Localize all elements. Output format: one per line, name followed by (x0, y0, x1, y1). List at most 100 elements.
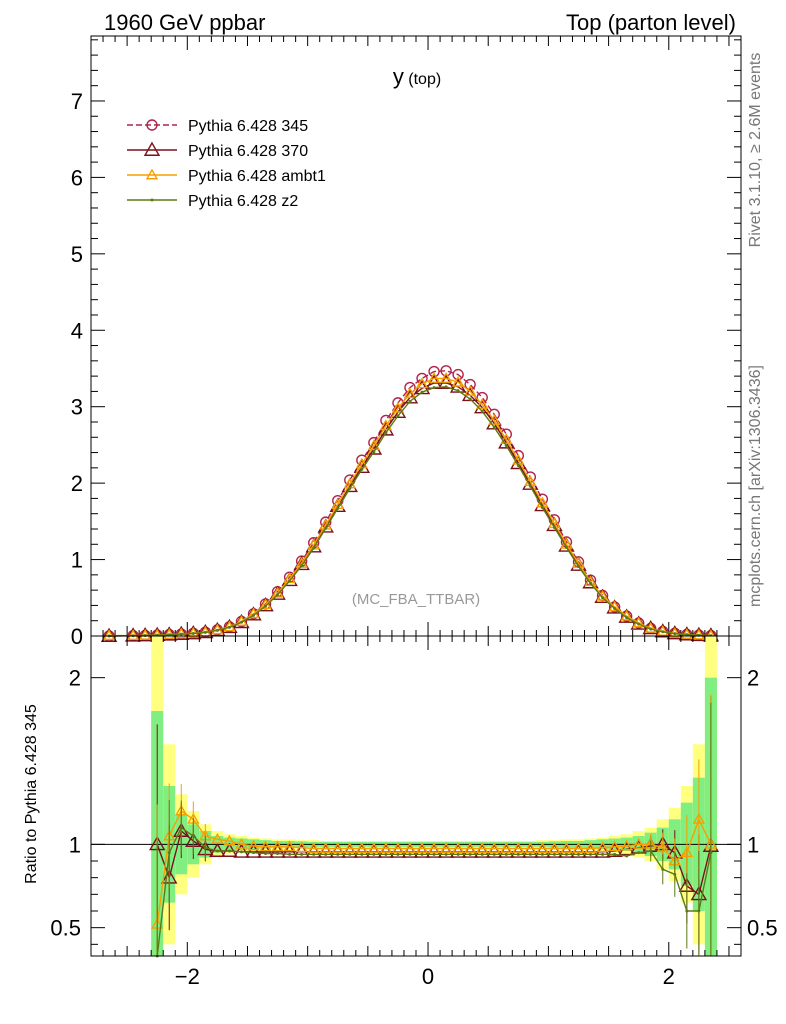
data-point (500, 433, 513, 445)
data-point (143, 633, 147, 637)
ratio-point (577, 852, 580, 856)
ratio-point (391, 842, 405, 853)
ratio-point (283, 840, 296, 852)
data-point (404, 381, 416, 394)
header-left: 1960 GeV ppbar (104, 10, 265, 35)
series-line (109, 386, 711, 637)
data-point (444, 385, 448, 389)
data-point (415, 377, 429, 389)
ratio-point (692, 812, 706, 824)
ratio-point (524, 842, 537, 853)
data-point (625, 616, 629, 620)
mcplots-label: mcplots.cern.ch [arXiv:1306.3436] (747, 365, 764, 607)
ratio-point (324, 852, 328, 856)
ratio-point (536, 842, 549, 853)
ratio-point (343, 842, 357, 853)
data-point (372, 450, 376, 454)
x-tick-label: −2 (175, 964, 200, 989)
ratio-point (439, 842, 453, 853)
main-title: y (top) (393, 64, 441, 89)
data-point (138, 628, 152, 640)
data-point (475, 397, 489, 409)
ratio-point (239, 850, 243, 854)
ratio-point (444, 852, 448, 856)
legend-marker (143, 141, 161, 156)
data-point (552, 525, 556, 529)
data-point (324, 526, 328, 530)
data-point (187, 626, 200, 638)
data-point (439, 372, 453, 383)
ratio-point (288, 852, 292, 856)
ratio-point (227, 849, 231, 853)
data-point (288, 579, 292, 583)
legend-marker (150, 198, 154, 202)
data-point (601, 596, 605, 600)
ratio-point (348, 852, 352, 856)
ratio-point (637, 851, 641, 855)
ratio-point (420, 852, 424, 856)
data-point (215, 628, 219, 632)
data-point (384, 431, 388, 435)
ratio-y-tick-label-right: 2 (747, 666, 759, 691)
y-tick-label: 2 (71, 471, 83, 496)
ratio-point (259, 840, 272, 852)
ratio-point (245, 843, 262, 858)
ratio-point (656, 841, 669, 853)
ratio-point (540, 852, 544, 856)
ratio-point (560, 842, 573, 853)
ratio-point (488, 842, 501, 853)
ratio-point (372, 852, 376, 856)
legend-label: Pythia 6.428 370 (188, 143, 308, 160)
ratio-point (427, 842, 441, 853)
ratio-point (403, 842, 417, 853)
data-point (512, 453, 525, 465)
ratio-point (223, 834, 236, 846)
data-point (336, 506, 340, 510)
ratio-point (601, 852, 605, 856)
ratio-point (480, 852, 484, 856)
ratio-point (632, 837, 645, 849)
data-point (451, 375, 465, 387)
ratio-point (379, 842, 393, 853)
legend-marker (145, 168, 159, 180)
ratio-point (451, 842, 465, 853)
ratio-point (408, 852, 412, 856)
ratio-point (548, 842, 561, 853)
y-tick-label: 3 (71, 395, 83, 420)
ratio-point (252, 851, 255, 855)
data-point (126, 629, 140, 640)
data-point (264, 604, 268, 608)
ratio-point (649, 849, 653, 853)
data-point (476, 391, 488, 404)
ratio-point (235, 837, 248, 849)
ratio-point (307, 842, 320, 853)
annotation: (MC_FBA_TTBAR) (352, 591, 480, 608)
ratio-point (276, 852, 280, 855)
ratio-point (191, 834, 195, 838)
ratio-point (697, 909, 701, 913)
data-point (427, 372, 441, 383)
data-point (175, 627, 188, 639)
legend-marker (146, 119, 158, 131)
data-point (312, 546, 316, 550)
ratio-point (673, 872, 677, 876)
ratio-point (528, 852, 532, 856)
data-point (191, 631, 195, 635)
data-point (403, 387, 417, 399)
ratio-point (167, 851, 171, 855)
data-point (673, 632, 677, 636)
ratio-point (680, 846, 694, 858)
data-point (408, 399, 412, 403)
data-point (367, 439, 381, 451)
legend-label: Pythia 6.428 z2 (188, 193, 298, 210)
ratio-point (685, 909, 689, 913)
ratio-point (179, 826, 183, 830)
ratio-ylabel: Ratio to Pythia 6.428 345 (23, 704, 40, 884)
ratio-frame (90, 635, 742, 957)
ratio-point (271, 840, 284, 852)
ratio-point (384, 852, 388, 856)
ratio-point (608, 840, 621, 852)
header-right: Top (parton level) (566, 10, 736, 35)
data-point (661, 630, 665, 634)
